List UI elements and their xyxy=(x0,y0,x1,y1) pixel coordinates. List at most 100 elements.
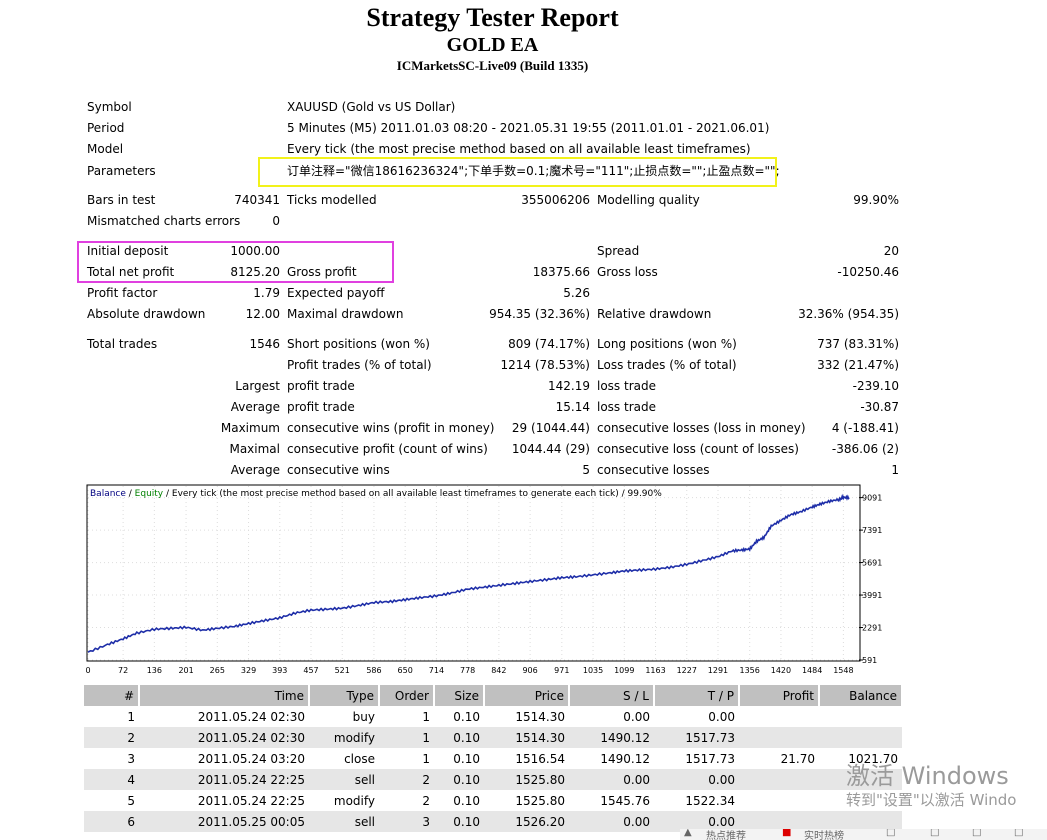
y-tick-label: 591 xyxy=(862,656,877,665)
grossloss-value: -10250.46 xyxy=(837,265,899,279)
table-cell: 0.00 xyxy=(654,811,739,832)
average-label: Average xyxy=(230,400,280,414)
chart-grid xyxy=(87,486,859,661)
x-tick-label: 1035 xyxy=(583,666,603,675)
reldd-value: 32.36% (954.35) xyxy=(798,307,899,321)
table-cell: 1522.34 xyxy=(685,793,735,808)
table-cell: 1526.20 xyxy=(484,811,569,832)
activation-watermark-subtitle: 转到"设置"以激活 Windo xyxy=(846,791,1017,809)
table-cell: 3 xyxy=(127,751,135,766)
column-header: Size xyxy=(434,685,485,706)
x-tick-label: 971 xyxy=(554,666,569,675)
table-row: 6 2011.05.25 00:05 sell 3 0.10 1526.20 0.00 0.0… xyxy=(84,811,902,832)
maximal-profit-value: 1044.44 (29) xyxy=(511,442,590,456)
table-cell: 0.00 xyxy=(569,811,654,832)
ticks-value: 355006206 xyxy=(521,193,590,207)
table-cell xyxy=(739,727,819,748)
table-cell xyxy=(819,706,902,727)
parameters-label: Parameters xyxy=(87,164,156,178)
tray-icon-3[interactable]: □ xyxy=(1014,829,1024,838)
table-cell: 0.00 xyxy=(654,769,739,790)
flame-icon: ▲ xyxy=(684,829,692,838)
table-cell: 1 xyxy=(127,709,135,724)
y-tick-label: 9091 xyxy=(862,494,882,503)
table-cell: sell xyxy=(309,811,379,832)
column-header: # xyxy=(84,685,140,706)
chart-legend: Balance / Equity / Every tick (the most … xyxy=(90,489,662,499)
x-tick-label: 1099 xyxy=(614,666,634,675)
period-value: 5 Minutes (M5) 2011.01.03 08:20 - 2021.0… xyxy=(287,121,770,135)
speaker-icon[interactable]: □ xyxy=(930,829,940,838)
table-cell xyxy=(819,727,902,748)
avg-label: Average xyxy=(230,463,280,477)
largest-profit-value: 142.19 xyxy=(548,379,590,393)
x-tick-label: 586 xyxy=(366,666,381,675)
x-tick-label: 1420 xyxy=(771,666,791,675)
table-cell: 1525.80 xyxy=(484,769,569,790)
y-tick-label: 5691 xyxy=(862,559,882,568)
avg-wins-label: consecutive wins xyxy=(287,463,390,477)
table-cell: 1516.54 xyxy=(515,751,565,766)
column-header: Price xyxy=(484,685,570,706)
column-header: S / L xyxy=(569,685,655,706)
table-cell: 5 xyxy=(127,793,135,808)
table-cell: buy xyxy=(352,709,375,724)
largest-loss-label: loss trade xyxy=(597,379,656,393)
netprofit-label: Total net profit xyxy=(87,265,175,279)
maxdd-label: Maximal drawdown xyxy=(287,307,404,321)
table-cell: 1517.73 xyxy=(685,751,735,766)
largest-profit-label: profit trade xyxy=(287,379,355,393)
chart-y-axis: 9091 7391 5691 3991 2291 591 xyxy=(859,494,882,665)
table-cell xyxy=(739,769,819,790)
short-label: Short positions (won %) xyxy=(287,337,430,351)
x-tick-label: 714 xyxy=(429,666,444,675)
table-row: 5 2011.05.24 22:25 modify 2 0.10 1525.80 1545.… xyxy=(84,790,902,811)
avg-losses-label: consecutive losses xyxy=(597,463,710,477)
taskbar-item-hot[interactable]: 热点推荐 xyxy=(706,831,746,840)
ptrades-value: 1214 (78.53%) xyxy=(500,358,590,372)
table-cell: 1 xyxy=(422,751,430,766)
spread-value: 20 xyxy=(883,244,899,258)
column-header: Time xyxy=(139,685,310,706)
table-cell xyxy=(819,811,902,832)
short-value: 809 (74.17%) xyxy=(508,337,590,351)
table-cell: 2011.05.24 02:30 xyxy=(197,709,305,724)
table-cell: 1490.12 xyxy=(569,727,654,748)
tray-icon[interactable]: □ xyxy=(886,829,896,838)
table-cell: 0.00 xyxy=(569,769,654,790)
maximum-label: Maximum xyxy=(220,421,280,435)
payoff-label: Expected payoff xyxy=(287,286,385,300)
table-cell: 0.10 xyxy=(434,811,484,832)
model-label: Model xyxy=(87,142,124,156)
avg-losses-value: 1 xyxy=(891,463,899,477)
maximal-loss-label: consecutive loss (count of losses) xyxy=(597,442,799,456)
x-tick-label: 1163 xyxy=(645,666,665,675)
x-tick-label: 265 xyxy=(210,666,225,675)
avg-wins-value: 5 xyxy=(582,463,590,477)
spread-label: Spread xyxy=(597,244,640,258)
table-cell: 1490.12 xyxy=(600,751,650,766)
tray-icon-2[interactable]: □ xyxy=(972,829,982,838)
table-cell: 2011.05.24 03:20 xyxy=(197,751,305,766)
news-icon: ■ xyxy=(782,829,792,838)
grossprofit-value: 18375.66 xyxy=(532,265,590,279)
table-cell: 1 xyxy=(379,727,434,748)
payoff-value: 5.26 xyxy=(563,286,590,300)
legend-balance: Balance xyxy=(90,489,126,499)
table-cell: 1021.70 xyxy=(848,751,898,766)
maximal-loss-value: -386.06 (2) xyxy=(831,442,899,456)
table-cell: 0.10 xyxy=(434,769,484,790)
x-tick-label: 1291 xyxy=(708,666,728,675)
taskbar-item-trending[interactable]: 实时热榜 xyxy=(804,831,844,840)
maxdd-value: 954.35 (32.36%) xyxy=(489,307,590,321)
largest-label: Largest xyxy=(235,379,280,393)
grossloss-label: Gross loss xyxy=(597,265,658,279)
column-header: Profit xyxy=(739,685,820,706)
column-header: Type xyxy=(309,685,380,706)
average-profit-value: 15.14 xyxy=(555,400,590,414)
parameters-value: 订单注释="微信18616236324";下单手数=0.1;魔术号="111";… xyxy=(287,164,780,178)
report-server: ICMarketsSC-Live09 (Build 1335) xyxy=(396,58,589,73)
netprofit-value: 8125.20 xyxy=(230,265,280,279)
table-cell xyxy=(739,790,819,811)
grossprofit-label: Gross profit xyxy=(287,265,357,279)
